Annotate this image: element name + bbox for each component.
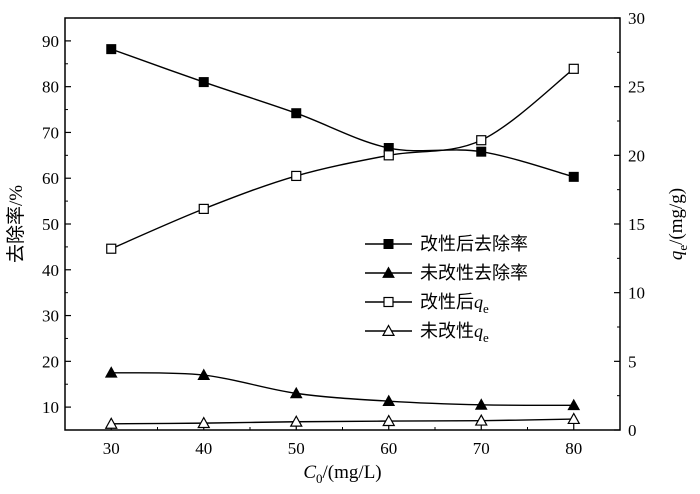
data-point <box>383 150 394 161</box>
data-point <box>197 416 211 429</box>
data-point <box>382 394 396 407</box>
data-point <box>291 108 302 119</box>
x-tick-label: 80 <box>565 439 582 458</box>
legend-label: 改性后qe <box>420 292 489 316</box>
y-right-tick-label: 20 <box>628 146 645 165</box>
y-left-tick-label: 30 <box>42 307 59 326</box>
data-point <box>568 63 579 74</box>
data-point <box>476 135 487 146</box>
data-point <box>289 415 303 427</box>
y-right-tick-label: 0 <box>628 421 637 440</box>
legend-item: 未改性qe <box>365 321 489 345</box>
series-line <box>111 48 574 178</box>
series-line <box>111 418 574 425</box>
series-1 <box>104 366 581 411</box>
y-left-axis-title: 去除率/% <box>5 185 27 263</box>
y-left-tick-label: 70 <box>42 123 59 142</box>
data-point <box>568 171 579 182</box>
y-right-tick-label: 15 <box>628 215 645 234</box>
data-point <box>474 398 488 410</box>
y-right-tick-label: 5 <box>628 352 637 371</box>
x-tick-label: 30 <box>103 439 120 458</box>
data-point <box>106 44 117 55</box>
y-left-tick-label: 50 <box>42 215 59 234</box>
data-point <box>198 203 209 214</box>
legend-marker <box>383 296 394 308</box>
data-point <box>198 77 209 88</box>
data-point <box>476 146 487 157</box>
data-point <box>104 417 118 429</box>
legend-marker <box>381 324 396 336</box>
x-axis-title: C0/(mg/L) <box>303 462 381 486</box>
legend-label: 未改性去除率 <box>420 263 528 283</box>
series-3 <box>104 412 581 429</box>
data-point <box>291 170 302 182</box>
plot-frame <box>64 17 621 431</box>
series-0 <box>106 44 579 182</box>
series-line <box>111 372 574 406</box>
y-left-tick-label: 40 <box>42 261 59 280</box>
series-line <box>110 68 575 250</box>
y-right-tick-label: 30 <box>628 9 645 28</box>
y-left-tick-label: 60 <box>42 169 59 188</box>
y-right-tick-label: 10 <box>628 284 645 303</box>
data-point <box>382 414 396 427</box>
y-right-axis-title: qe/(mg/g) <box>666 188 690 260</box>
data-point <box>106 243 117 254</box>
x-tick-label: 40 <box>195 439 212 458</box>
data-point <box>289 386 303 399</box>
legend-item: 改性后qe <box>365 292 489 316</box>
y-left-tick-label: 80 <box>42 78 59 97</box>
y-left-tick-label: 20 <box>42 352 59 371</box>
data-point <box>474 413 488 426</box>
legend-item: 未改性去除率 <box>365 263 528 283</box>
legend-label: 未改性qe <box>420 321 489 345</box>
data-point <box>567 398 581 411</box>
y-left-tick-label: 90 <box>42 32 59 51</box>
legend-label: 改性后去除率 <box>420 234 528 254</box>
series-2 <box>106 63 579 254</box>
legend-marker <box>382 266 395 278</box>
x-tick-label: 50 <box>288 439 305 458</box>
legend-item: 改性后去除率 <box>365 234 528 254</box>
y-left-tick-label: 10 <box>42 398 59 417</box>
data-point <box>567 412 581 425</box>
x-tick-label: 70 <box>473 439 490 458</box>
data-point <box>197 368 211 380</box>
data-point <box>104 366 118 378</box>
legend-marker <box>383 239 394 249</box>
y-right-tick-label: 25 <box>628 78 645 97</box>
x-tick-label: 60 <box>380 439 397 458</box>
